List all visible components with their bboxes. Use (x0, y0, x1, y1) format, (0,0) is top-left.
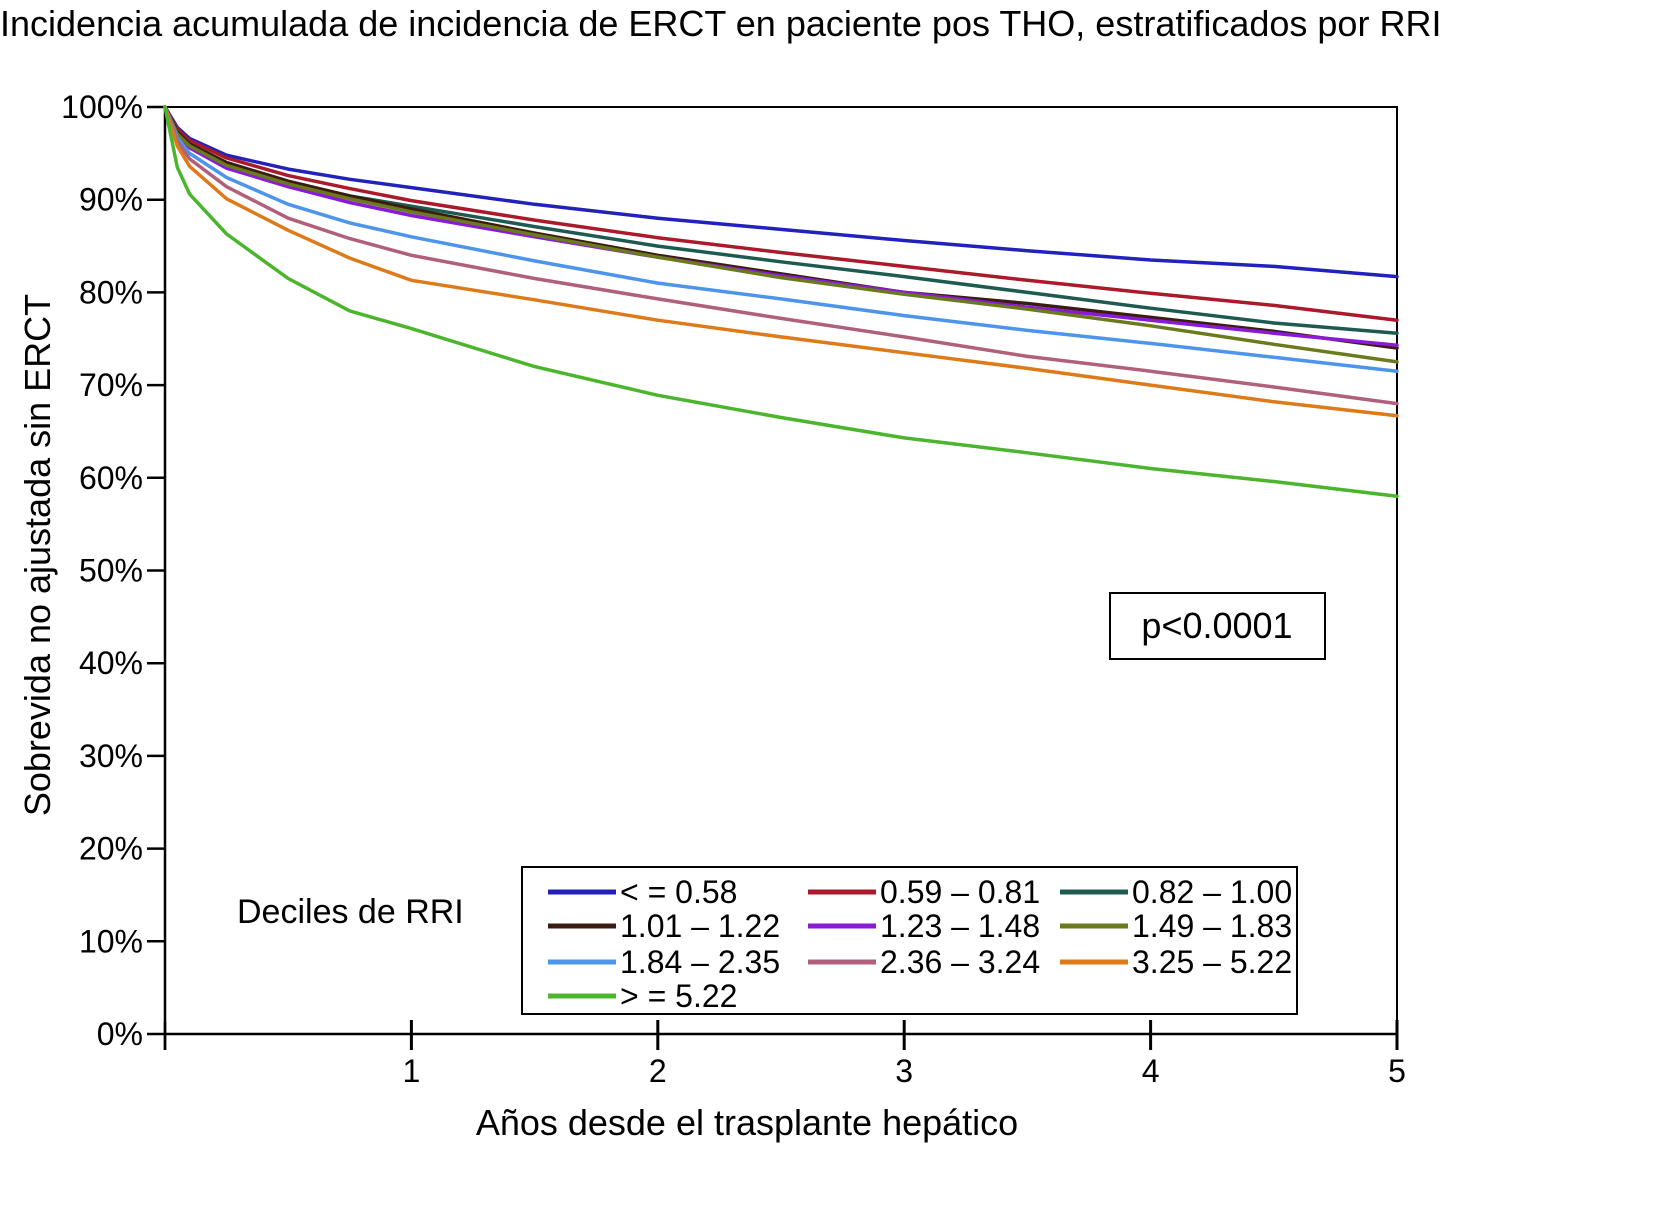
legend-item: 0.82 – 1.00 (1060, 874, 1292, 910)
series-layer (163, 105, 1399, 499)
y-tick-label: 20% (79, 831, 143, 867)
y-tick-label: 80% (79, 274, 143, 310)
legend-item: 0.59 – 0.81 (808, 874, 1040, 910)
y-tick-label: 70% (79, 367, 143, 403)
y-tick-label: 30% (79, 738, 143, 774)
series-line-4 (163, 105, 1399, 350)
p-value-annotation: p<0.0001 (1141, 605, 1292, 646)
y-tick-label: 10% (79, 923, 143, 959)
legend-item: > = 5.22 (548, 978, 737, 1014)
legend-label: < = 0.58 (620, 874, 737, 910)
legend-title: Deciles de RRI (237, 893, 464, 931)
x-tick-label: 3 (895, 1053, 913, 1089)
legend-label: 1.01 – 1.22 (620, 908, 780, 944)
chart-title: Incidencia acumulada de incidencia de ER… (0, 3, 1442, 44)
x-tick-label: 1 (403, 1053, 421, 1089)
series-line-8 (163, 105, 1399, 406)
legend-label: 2.36 – 3.24 (880, 944, 1040, 980)
y-axis-label: Sobrevida no ajustada sin ERCT (17, 294, 58, 816)
legend-label: 0.59 – 0.81 (880, 874, 1040, 910)
legend-item: 1.84 – 2.35 (548, 944, 780, 980)
legend-item: 1.49 – 1.83 (1060, 908, 1292, 944)
x-axis: 1 2 3 4 5 (163, 1020, 1406, 1089)
y-tick-label: 0% (97, 1016, 143, 1052)
y-axis: 0% 10% 20% 30% 40% 50% 60% 70% 80% 90% 100% (61, 89, 167, 1052)
x-tick-label: 5 (1388, 1053, 1406, 1089)
y-tick-label: 90% (79, 182, 143, 218)
x-axis-label: Años desde el trasplante hepático (476, 1102, 1018, 1143)
legend-item: 1.01 – 1.22 (548, 908, 780, 944)
legend-item: 1.23 – 1.48 (808, 908, 1040, 944)
legend-label: 1.49 – 1.83 (1132, 908, 1292, 944)
series-line-5 (163, 105, 1399, 347)
series-line-10 (163, 105, 1399, 499)
y-tick-label: 60% (79, 460, 143, 496)
x-tick-label: 2 (649, 1053, 667, 1089)
y-tick-label: 40% (79, 645, 143, 681)
series-line-6 (163, 105, 1399, 364)
series-line-9 (163, 105, 1399, 418)
y-tick-label: 100% (61, 89, 143, 125)
series-line-7 (163, 105, 1399, 373)
series-line-1 (163, 105, 1399, 279)
legend-item: 3.25 – 5.22 (1060, 944, 1292, 980)
legend-item: 2.36 – 3.24 (808, 944, 1040, 980)
legend-item: < = 0.58 (548, 874, 737, 910)
legend-label: 0.82 – 1.00 (1132, 874, 1292, 910)
x-tick-label: 4 (1142, 1053, 1160, 1089)
y-tick-label: 50% (79, 553, 143, 589)
annotation-box: p<0.0001 (1109, 592, 1326, 660)
legend-label: 1.84 – 2.35 (620, 944, 780, 980)
legend: < = 0.58 0.59 – 0.81 0.82 – 1.00 1.01 – 1.2… (521, 866, 1298, 1015)
legend-label: 3.25 – 5.22 (1132, 944, 1292, 980)
legend-label: > = 5.22 (620, 978, 737, 1014)
series-line-2 (163, 105, 1399, 322)
legend-label: 1.23 – 1.48 (880, 908, 1040, 944)
